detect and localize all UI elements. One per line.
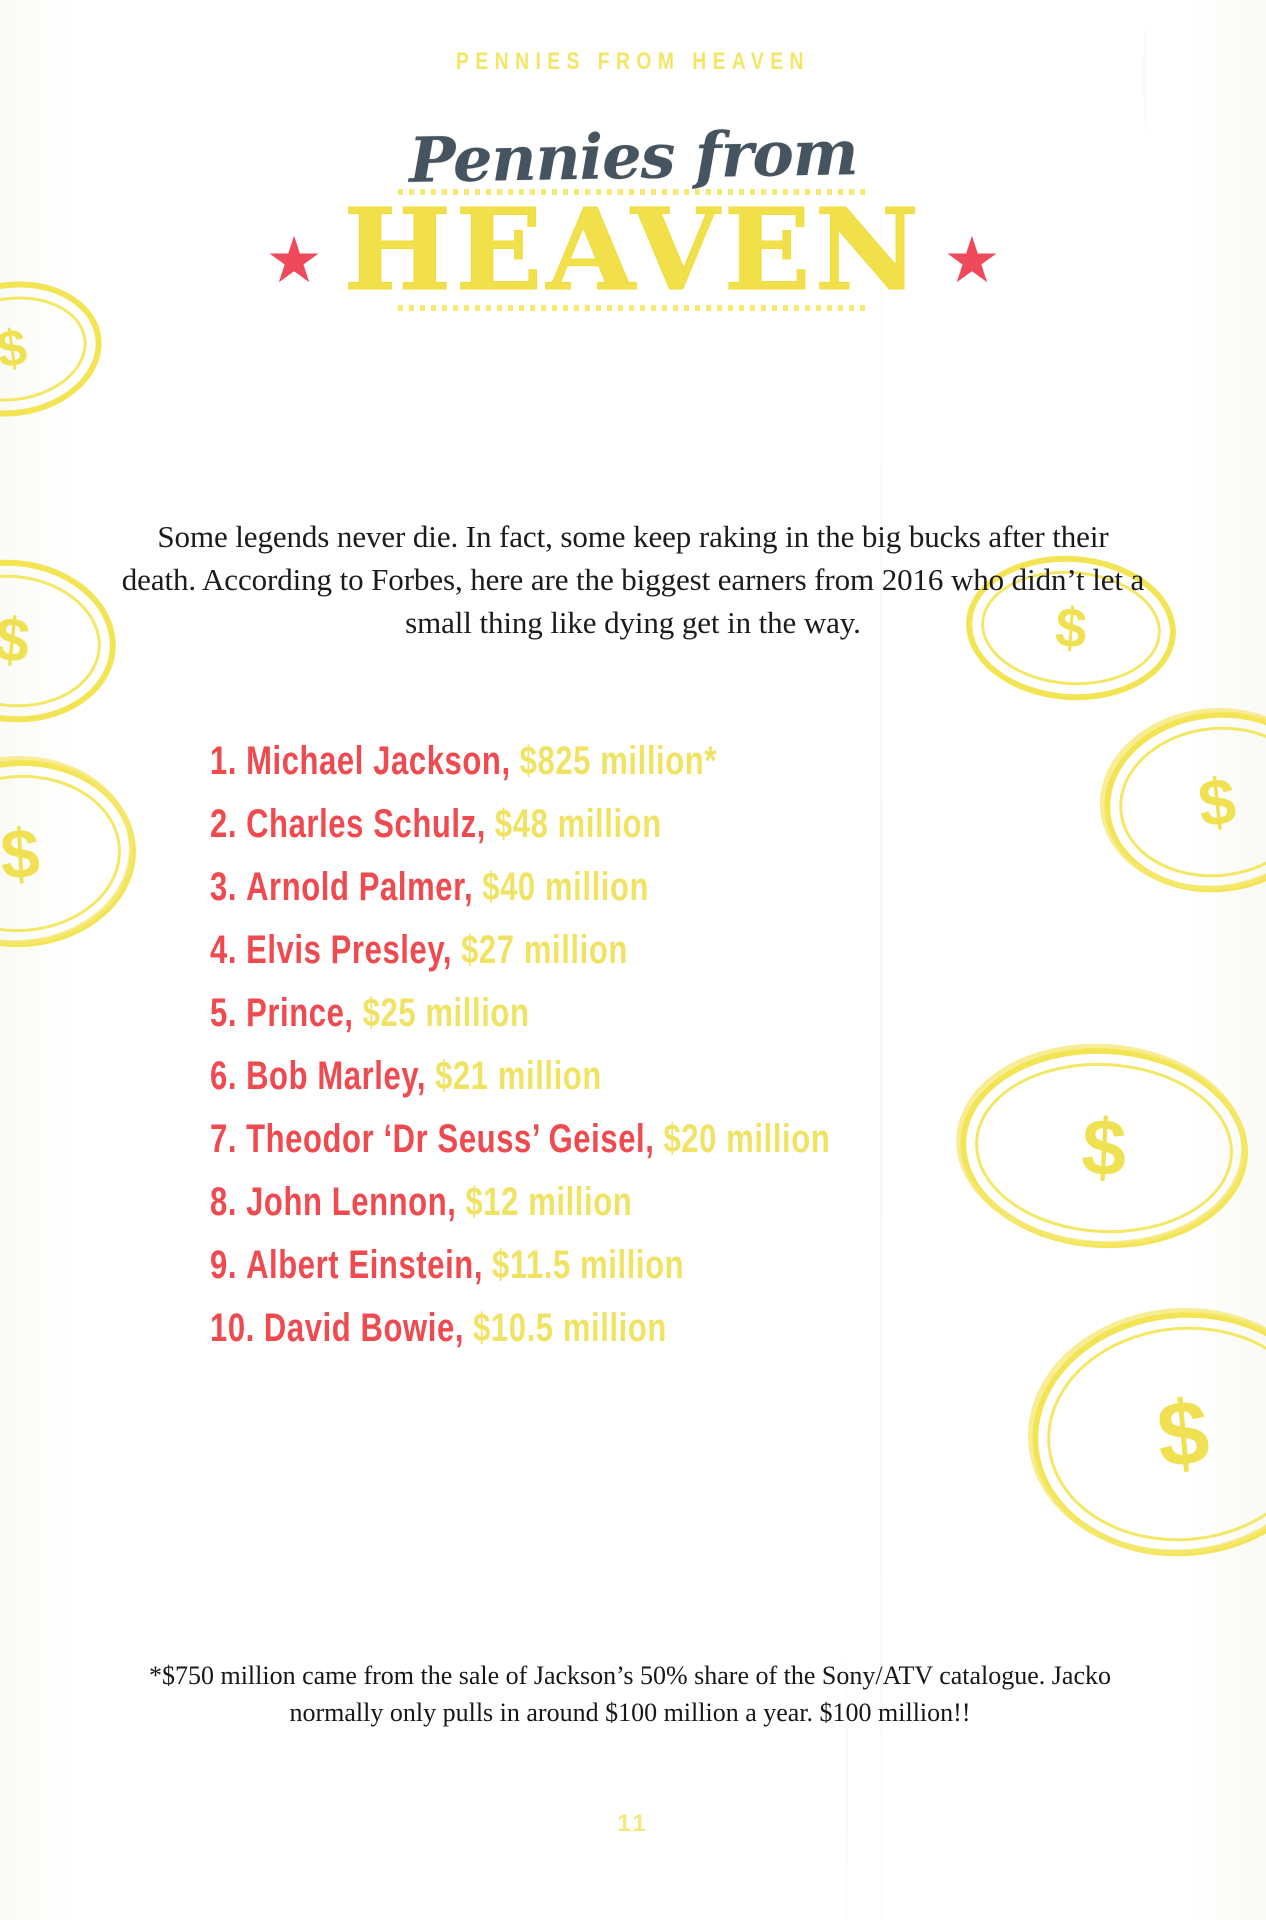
rank-amount: $20 million xyxy=(663,1115,831,1161)
rank-amount: $12 million xyxy=(465,1178,633,1224)
dashed-rule-bottom xyxy=(397,304,868,311)
coin-illustration: $ xyxy=(0,750,141,953)
rank-name: Prince, xyxy=(246,989,354,1035)
rank-name: David Bowie, xyxy=(263,1304,465,1350)
dollar-sign-icon: $ xyxy=(1153,1380,1213,1488)
rank-name: Michael Jackson, xyxy=(246,737,511,783)
rank-name: Arnold Palmer, xyxy=(246,863,474,909)
intro-paragraph: Some legends never die. In fact, some ke… xyxy=(121,519,1145,640)
rank-number: 8. xyxy=(210,1178,238,1224)
dollar-sign-icon: $ xyxy=(1194,763,1240,841)
rank-name: Theodor ‘Dr Seuss’ Geisel, xyxy=(246,1115,655,1161)
masthead-script-line: Pennies from xyxy=(408,116,858,197)
list-item: 10. David Bowie, $10.5 million xyxy=(210,1305,1110,1378)
rank-name: Charles Schulz, xyxy=(246,800,486,846)
rank-amount: $40 million xyxy=(482,863,650,909)
coin-illustration: $ xyxy=(1090,696,1266,904)
list-item: 7. Theodor ‘Dr Seuss’ Geisel, $20 millio… xyxy=(210,1116,1110,1189)
dollar-sign-icon: $ xyxy=(0,813,42,894)
masthead-main-word: HEAVEN xyxy=(343,185,923,317)
rank-number: 6. xyxy=(210,1052,238,1098)
list-item: 1. Michael Jackson, $825 million* xyxy=(210,738,1110,811)
rank-number: 2. xyxy=(210,800,238,846)
list-item: 2. Charles Schulz, $48 million xyxy=(210,801,1110,874)
rank-number: 7. xyxy=(210,1115,238,1161)
star-right-icon: ★ xyxy=(943,225,1001,296)
rank-amount: $11.5 million xyxy=(492,1241,685,1287)
rank-amount: $48 million xyxy=(494,800,662,846)
list-item: 8. John Lennon, $12 million xyxy=(210,1179,1110,1252)
rank-number: 3. xyxy=(210,863,238,909)
rank-amount: $21 million xyxy=(435,1052,602,1098)
earners-list: 1. Michael Jackson, $825 million* 2. Cha… xyxy=(210,738,1110,1378)
rank-number: 9. xyxy=(210,1241,238,1287)
list-item: 3. Arnold Palmer, $40 million xyxy=(210,864,1110,937)
dollar-sign-icon: $ xyxy=(0,604,33,677)
rank-name: Albert Einstein, xyxy=(246,1241,484,1287)
masthead: Pennies from ★ HEAVEN ★ xyxy=(0,116,1266,316)
rank-name: Elvis Presley, xyxy=(246,926,453,972)
footnote: *$750 million came from the sale of Jack… xyxy=(148,1661,1111,1727)
rank-number: 10. xyxy=(210,1304,255,1350)
masthead-heaven-row: ★ HEAVEN ★ xyxy=(0,184,1266,316)
rank-amount: $10.5 million xyxy=(473,1304,667,1350)
page-number: 11 xyxy=(617,1810,649,1837)
star-left-icon: ★ xyxy=(265,225,323,296)
list-item: 4. Elvis Presley, $27 million xyxy=(210,927,1110,1000)
rank-number: 4. xyxy=(210,926,238,972)
masthead-heaven-block: HEAVEN xyxy=(343,189,924,311)
running-head: PENNIES FROM HEAVEN xyxy=(456,48,810,75)
dashed-rule-top xyxy=(397,189,868,196)
list-item: 9. Albert Einstein, $11.5 million xyxy=(210,1242,1110,1315)
rank-amount: $825 million* xyxy=(519,737,717,783)
dollar-sign-icon: $ xyxy=(0,318,31,380)
list-item: 6. Bob Marley, $21 million xyxy=(210,1053,1110,1126)
rank-name: John Lennon, xyxy=(246,1178,457,1224)
rank-amount: $25 million xyxy=(362,989,530,1035)
list-item: 5. Prince, $25 million xyxy=(210,990,1110,1063)
rank-name: Bob Marley, xyxy=(246,1052,427,1098)
rank-amount: $27 million xyxy=(461,926,628,972)
rank-number: 5. xyxy=(210,989,238,1035)
coin-illustration: $ xyxy=(0,549,124,733)
rank-number: 1. xyxy=(210,737,238,783)
